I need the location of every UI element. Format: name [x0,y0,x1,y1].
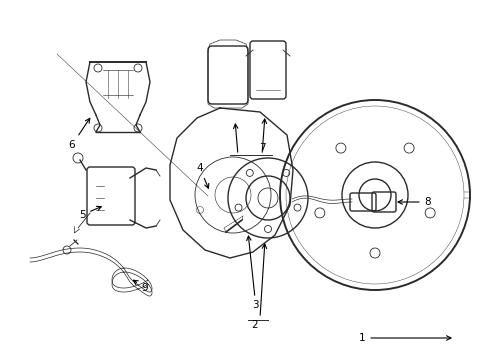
Text: 6: 6 [68,118,90,150]
Text: 2: 2 [251,320,258,330]
Text: 5: 5 [79,206,101,220]
Text: 8: 8 [397,197,430,207]
Text: 9: 9 [133,280,148,293]
Text: 1: 1 [358,333,450,343]
Text: 4: 4 [196,163,208,188]
Text: 7: 7 [258,143,265,153]
Text: 3: 3 [251,300,258,310]
